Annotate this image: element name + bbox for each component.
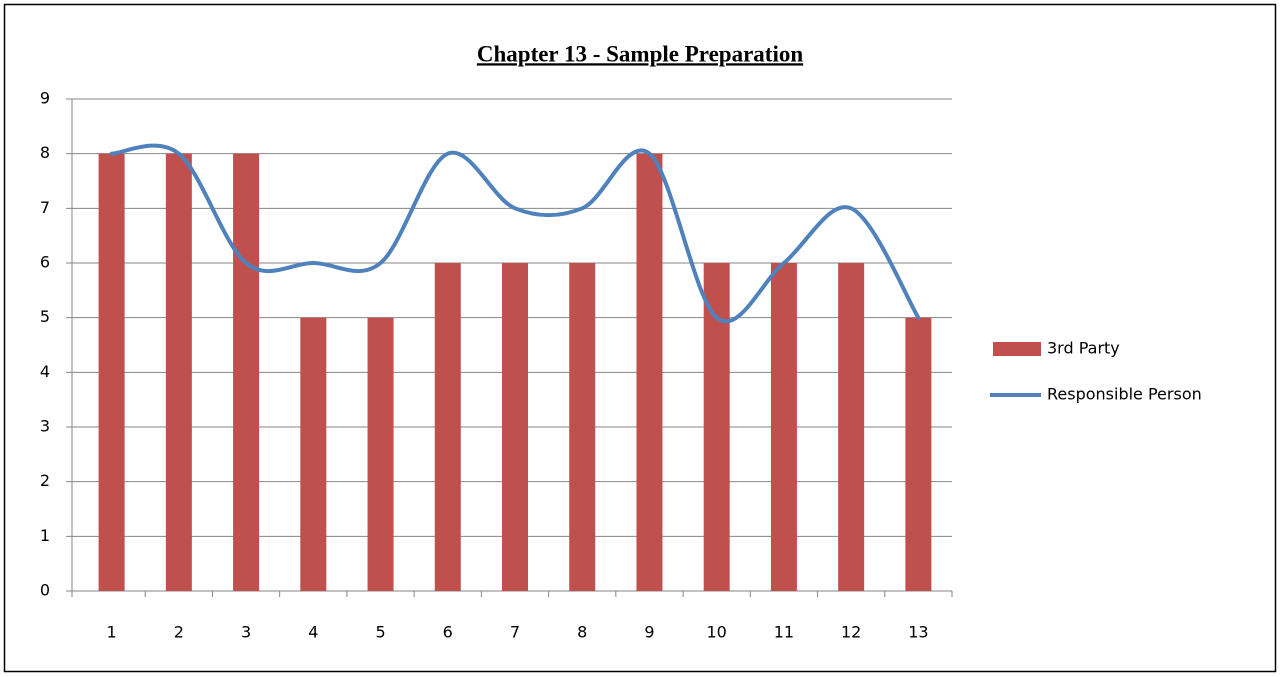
x-tick-label: 12: [841, 623, 861, 642]
chart-title: Chapter 13 - Sample Preparation: [477, 41, 803, 66]
x-tick-label: 5: [375, 623, 385, 642]
bar: [367, 317, 394, 591]
legend-swatch: [993, 342, 1041, 356]
x-tick-label: 9: [644, 623, 654, 642]
bar: [703, 263, 730, 591]
y-tick-label: 9: [40, 89, 50, 108]
x-tick-label: 6: [443, 623, 453, 642]
x-tick-label: 7: [510, 623, 520, 642]
bar: [770, 263, 797, 591]
bar: [434, 263, 461, 591]
bar: [98, 153, 125, 591]
x-tick-label: 1: [107, 623, 117, 642]
x-tick-label: 10: [707, 623, 727, 642]
legend-label: 3rd Party: [1047, 339, 1120, 358]
bar: [905, 317, 932, 591]
legend-label: Responsible Person: [1047, 385, 1202, 404]
x-tick-label: 13: [908, 623, 928, 642]
bar: [300, 317, 327, 591]
y-tick-label: 1: [40, 526, 50, 545]
bar: [502, 263, 528, 591]
y-tick-label: 3: [40, 417, 50, 436]
x-tick-label: 3: [241, 623, 251, 642]
y-tick-label: 0: [40, 581, 50, 600]
bar: [569, 263, 596, 591]
y-tick-label: 2: [40, 471, 50, 490]
bar: [233, 153, 260, 591]
bar: [838, 263, 865, 591]
x-tick-label: 11: [774, 623, 794, 642]
line: [109, 143, 921, 324]
y-tick-label: 7: [40, 198, 50, 217]
x-tick-label: 2: [174, 623, 184, 642]
x-tick-label: 4: [308, 623, 318, 642]
x-tick-label: 8: [577, 623, 587, 642]
y-tick-label: 4: [40, 362, 50, 381]
y-tick-label: 6: [40, 253, 50, 272]
bar: [165, 153, 192, 591]
y-tick-label: 5: [40, 307, 50, 326]
y-tick-label: 8: [40, 143, 50, 162]
bar: [636, 153, 663, 591]
